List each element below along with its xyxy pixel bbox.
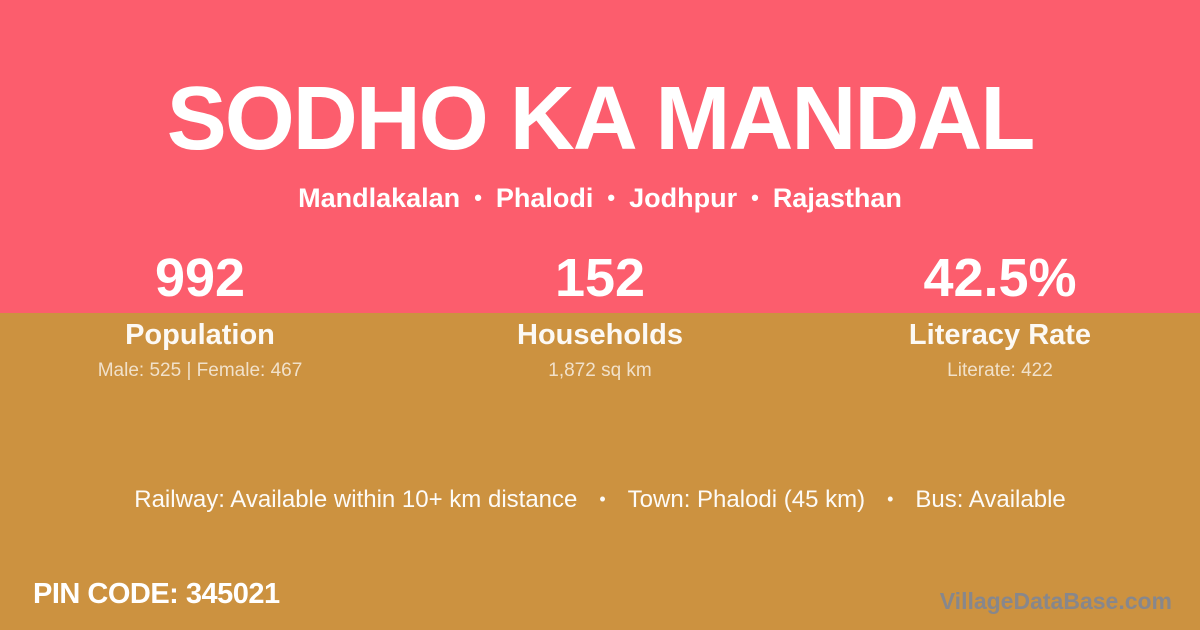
households-detail: 1,872 sq km	[548, 360, 652, 381]
breadcrumb-item-village: Mandlakalan	[298, 183, 461, 213]
literacy-detail: Literate: 422	[947, 360, 1053, 381]
stats-row: 992 Population Male: 525 | Female: 467 1…	[0, 250, 1200, 382]
dot-separator: •	[474, 184, 482, 210]
breadcrumb-item-district: Jodhpur	[629, 183, 738, 213]
literacy-value: 42.5%	[923, 248, 1077, 308]
breadcrumb-item-tehsil: Phalodi	[495, 183, 594, 213]
dot-separator: •	[751, 184, 759, 210]
households-label: Households	[517, 319, 683, 351]
dot-separator: •	[887, 488, 894, 509]
breadcrumb-item-state: Rajasthan	[772, 183, 902, 213]
watermark: VillageDataBase.com	[939, 588, 1172, 614]
amenities-line: Railway: Available within 10+ km distanc…	[0, 486, 1200, 514]
pin-code: PIN CODE: 345021	[33, 578, 280, 610]
population-value: 992	[154, 248, 246, 308]
households-value: 152	[554, 248, 646, 308]
amenity-bus: Bus: Available	[915, 486, 1066, 513]
breadcrumb: Mandlakalan • Phalodi • Jodhpur • Rajast…	[0, 183, 1200, 214]
dot-separator: •	[599, 488, 606, 509]
literacy-label: Literacy Rate	[908, 319, 1092, 351]
dot-separator: •	[607, 184, 616, 210]
population-label: Population	[125, 319, 275, 351]
body-background	[0, 313, 1200, 630]
stat-literacy: 42.5% Literacy Rate Literate: 422	[800, 250, 1200, 382]
amenity-railway: Railway: Available within 10+ km distanc…	[134, 486, 578, 513]
amenity-town: Town: Phalodi (45 km)	[627, 486, 866, 513]
stat-population: 992 Population Male: 525 | Female: 467	[0, 250, 400, 382]
hero-background	[0, 0, 1200, 313]
stat-households: 152 Households 1,872 sq km	[400, 250, 800, 382]
village-title: SODHO KA MANDAL	[166, 69, 1036, 169]
population-detail: Male: 525 | Female: 467	[97, 360, 303, 381]
